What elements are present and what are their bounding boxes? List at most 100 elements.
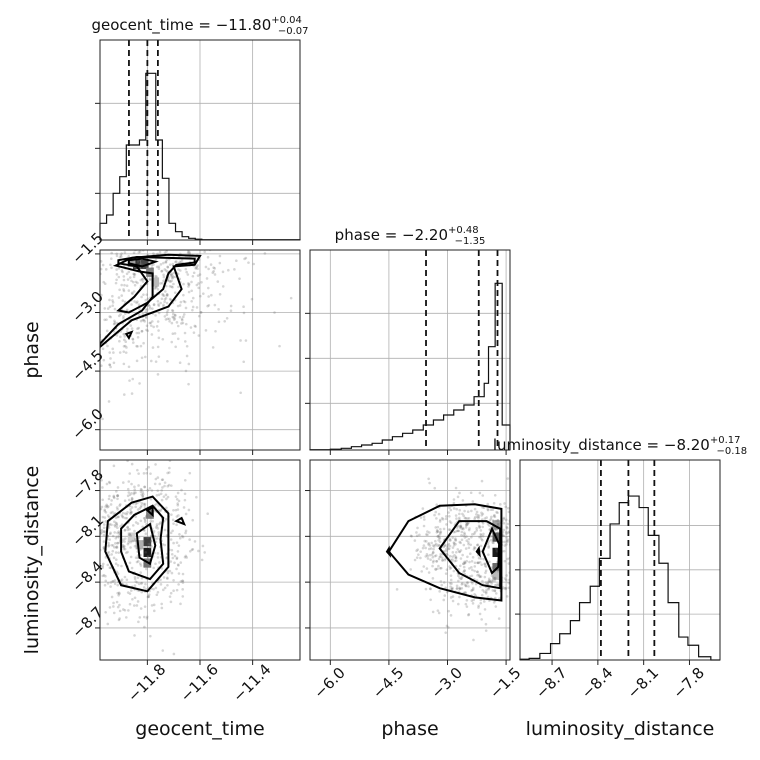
scatter-point — [175, 588, 179, 592]
scatter-point — [439, 531, 442, 534]
scatter-point — [424, 540, 428, 543]
scatter-point — [127, 255, 130, 258]
scatter-point — [138, 307, 141, 311]
scatter-point — [521, 537, 524, 540]
scatter-point — [506, 540, 509, 544]
scatter-point — [452, 530, 456, 534]
scatter-point — [164, 269, 168, 272]
scatter-point — [149, 497, 153, 501]
scatter-point — [444, 631, 448, 634]
scatter-point — [84, 332, 87, 335]
scatter-point — [213, 267, 216, 270]
scatter-point — [175, 523, 178, 527]
scatter-point — [170, 279, 173, 283]
scatter-point — [431, 544, 435, 547]
scatter-point — [454, 486, 458, 490]
scatter-point — [146, 536, 149, 540]
scatter-point — [156, 287, 160, 291]
scatter-point — [102, 358, 106, 362]
scatter-point — [457, 567, 461, 571]
scatter-point — [121, 299, 125, 302]
scatter-point — [145, 515, 148, 519]
scatter-point — [438, 540, 442, 543]
scatter-point — [413, 539, 417, 542]
scatter-point — [471, 581, 474, 585]
scatter-point — [446, 544, 450, 547]
scatter-point — [429, 547, 433, 550]
scatter-point — [169, 274, 173, 277]
scatter-point — [155, 593, 159, 597]
scatter-point — [481, 538, 484, 542]
scatter-point — [209, 263, 213, 266]
scatter-point — [215, 247, 218, 250]
scatter-point — [123, 300, 127, 304]
scatter-point — [145, 268, 149, 271]
scatter-point — [113, 520, 116, 523]
scatter-point — [425, 553, 429, 556]
scatter-point — [447, 609, 450, 613]
scatter-point — [129, 546, 132, 549]
scatter-point — [436, 529, 439, 533]
scatter-point — [114, 562, 118, 566]
scatter-point — [169, 298, 173, 302]
scatter-point — [155, 523, 159, 526]
scatter-point — [149, 519, 153, 523]
scatter-point — [130, 496, 134, 500]
title-upper: +0.48 — [448, 225, 479, 236]
scatter-point — [181, 572, 185, 576]
scatter-point — [172, 652, 176, 656]
scatter-point — [173, 561, 176, 565]
scatter-point — [187, 282, 191, 286]
scatter-point — [133, 529, 136, 533]
scatter-point — [493, 576, 497, 580]
scatter-point — [152, 566, 156, 570]
scatter-point — [139, 571, 143, 574]
scatter-point — [136, 508, 140, 511]
scatter-point — [458, 491, 461, 495]
scatter-point — [113, 546, 116, 549]
scatter-point — [483, 575, 487, 579]
scatter-point — [165, 242, 168, 245]
scatter-point — [474, 594, 478, 598]
scatter-point — [450, 587, 454, 591]
scatter-point — [118, 504, 121, 507]
scatter-point — [198, 273, 202, 276]
scatter-point — [108, 481, 112, 485]
scatter-point — [182, 506, 186, 509]
scatter-point — [139, 662, 142, 665]
scatter-point — [171, 308, 174, 312]
scatter-point — [447, 511, 450, 514]
scatter-point — [233, 268, 236, 271]
scatter-point — [395, 588, 399, 591]
scatter-point — [496, 518, 500, 522]
scatter-point — [434, 567, 437, 571]
scatter-point — [107, 551, 111, 554]
scatter-point — [422, 515, 426, 518]
scatter-point — [123, 312, 127, 315]
scatter-point — [419, 550, 422, 553]
scatter-point — [134, 242, 137, 245]
scatter-point — [494, 583, 497, 587]
scatter-point — [169, 591, 173, 595]
scatter-point — [111, 347, 115, 351]
scatter-point — [155, 524, 159, 528]
scatter-point — [517, 601, 520, 604]
scatter-point — [129, 589, 133, 592]
scatter-point — [187, 290, 191, 294]
scatter-point — [429, 587, 432, 591]
scatter-point — [91, 504, 94, 507]
scatter-point — [147, 303, 151, 307]
scatter-point — [242, 311, 246, 315]
scatter-point — [435, 528, 439, 532]
marginal-luminosity_distance-frame — [519, 459, 721, 661]
scatter-point — [430, 541, 433, 545]
scatter-point — [158, 509, 162, 513]
scatter-point — [159, 282, 162, 285]
scatter-point — [486, 507, 490, 511]
scatter-point — [460, 575, 464, 579]
scatter-point — [174, 495, 178, 498]
scatter-point — [456, 495, 460, 499]
scatter-point — [461, 526, 465, 530]
scatter-point — [459, 557, 463, 560]
scatter-point — [97, 318, 100, 321]
